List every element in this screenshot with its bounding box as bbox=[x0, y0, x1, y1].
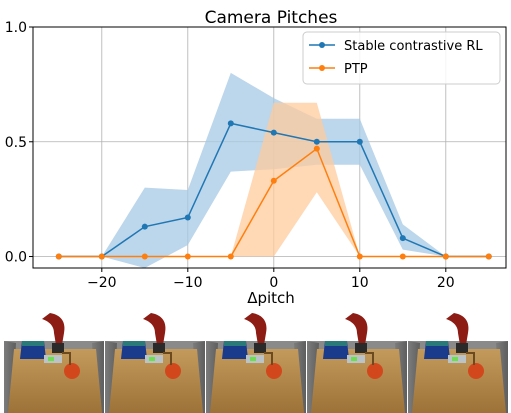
x-tick-label: 20 bbox=[437, 275, 455, 291]
x-tick-label: −20 bbox=[87, 275, 117, 291]
data-point-ptp bbox=[227, 253, 234, 260]
chart-title: Camera Pitches bbox=[205, 8, 338, 28]
robot-scene-1 bbox=[4, 313, 105, 413]
legend-marker-stable-contrastive-rl bbox=[319, 42, 325, 48]
x-axis-ticks: −20 −10 0 10 20 bbox=[87, 268, 455, 291]
data-point-stable-contrastive-rl bbox=[184, 214, 191, 221]
data-point-stable-contrastive-rl bbox=[399, 235, 406, 242]
data-point-ptp bbox=[270, 177, 277, 184]
y-tick-label: 0.5 bbox=[5, 135, 27, 151]
plot-area bbox=[32, 26, 507, 269]
data-point-stable-contrastive-rl bbox=[313, 138, 320, 145]
band-stable-contrastive-rl bbox=[58, 72, 489, 269]
legend-box bbox=[302, 31, 501, 85]
robot-scene-4 bbox=[306, 313, 408, 413]
data-point-ptp bbox=[442, 253, 449, 260]
data-point-ptp bbox=[141, 253, 148, 260]
y-tick-label: 1.0 bbox=[5, 20, 27, 36]
data-point-ptp bbox=[485, 253, 492, 260]
data-point-ptp bbox=[98, 253, 105, 260]
x-tick-label: 10 bbox=[351, 275, 369, 291]
data-point-ptp bbox=[313, 145, 320, 152]
data-point-ptp bbox=[55, 253, 62, 260]
data-point-stable-contrastive-rl bbox=[227, 120, 234, 127]
robot-scene-2 bbox=[104, 313, 206, 413]
data-point-ptp bbox=[184, 253, 191, 260]
data-point-ptp bbox=[356, 253, 363, 260]
y-axis-ticks: 0.0 0.5 1.0 bbox=[5, 20, 33, 266]
robot-scene-3 bbox=[205, 313, 307, 413]
y-tick-label: 0.0 bbox=[5, 250, 27, 266]
x-axis-label: Δpitch bbox=[247, 289, 295, 307]
x-tick-label: −10 bbox=[173, 275, 203, 291]
robot-thumbnail-strip bbox=[4, 313, 508, 413]
data-point-stable-contrastive-rl bbox=[270, 129, 277, 136]
legend-label-stable-contrastive-rl: Stable contrastive RL bbox=[344, 39, 483, 54]
plot-frame bbox=[32, 26, 507, 269]
confidence-bands bbox=[58, 72, 489, 269]
x-tick-label: 0 bbox=[269, 275, 278, 291]
series-points bbox=[55, 120, 492, 260]
legend-label-ptp: PTP bbox=[344, 62, 368, 77]
robot-scene-5 bbox=[407, 313, 508, 413]
data-point-ptp bbox=[399, 253, 406, 260]
data-point-stable-contrastive-rl bbox=[141, 223, 148, 230]
camera-pitches-chart: Camera Pitches −20 −10 0 10 20 0.0 0.5 1.0 Δpi… bbox=[5, 8, 507, 307]
legend-marker-ptp bbox=[319, 65, 325, 71]
data-point-stable-contrastive-rl bbox=[356, 138, 363, 145]
legend: Stable contrastive RL PTP bbox=[302, 31, 501, 85]
